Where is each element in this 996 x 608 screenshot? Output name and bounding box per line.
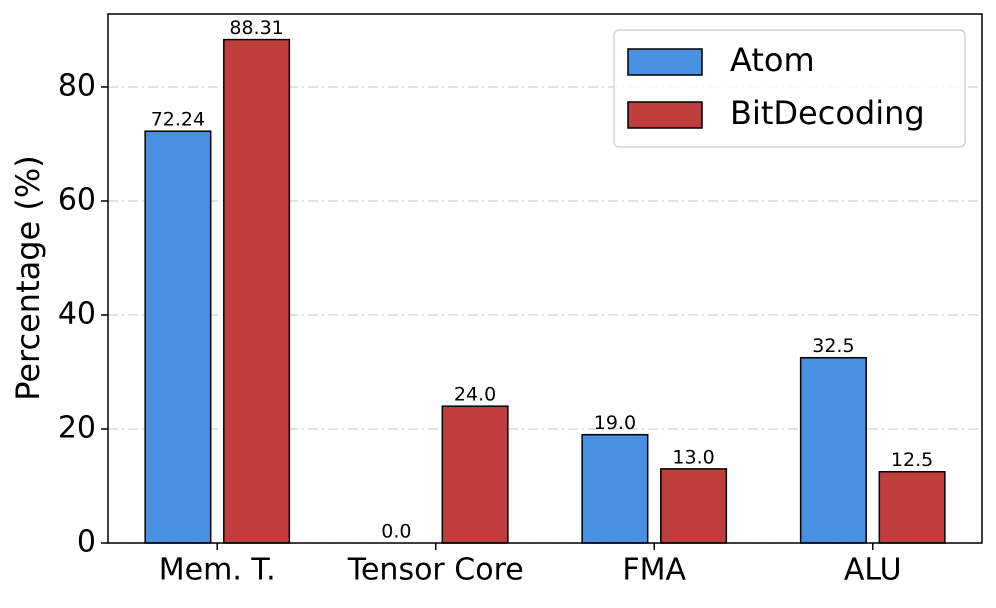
value-label: 13.0 — [672, 446, 714, 468]
legend-label: BitDecoding — [730, 94, 925, 132]
y-axis-label: Percentage (%) — [9, 155, 47, 401]
bar — [223, 38, 291, 544]
value-label: 32.5 — [812, 335, 854, 357]
plot-frame — [107, 13, 983, 544]
bar — [144, 130, 212, 544]
legend-swatch — [627, 48, 703, 76]
y-tick-label: 0 — [77, 525, 96, 560]
value-label: 12.5 — [891, 449, 933, 471]
bar — [799, 356, 867, 544]
x-tick-label: FMA — [622, 553, 686, 588]
legend-swatch — [627, 101, 703, 129]
bar — [660, 468, 728, 544]
value-label: 72.24 — [151, 109, 205, 131]
bar — [581, 433, 649, 544]
y-tick-label: 40 — [58, 296, 96, 331]
value-label: 24.0 — [454, 384, 496, 406]
bar — [878, 470, 946, 544]
value-label: 19.0 — [594, 412, 636, 434]
x-tick-label: Mem. T. — [159, 553, 276, 588]
y-tick-label: 20 — [58, 410, 96, 445]
legend-label: Atom — [730, 41, 815, 79]
x-tick-label: Tensor Core — [347, 553, 524, 588]
value-label: 88.31 — [229, 17, 283, 39]
x-tick-label: ALU — [844, 553, 902, 588]
value-label: 0.0 — [381, 521, 411, 543]
y-tick-label: 60 — [58, 182, 96, 217]
y-tick-label: 80 — [58, 68, 96, 103]
bar — [441, 405, 509, 544]
